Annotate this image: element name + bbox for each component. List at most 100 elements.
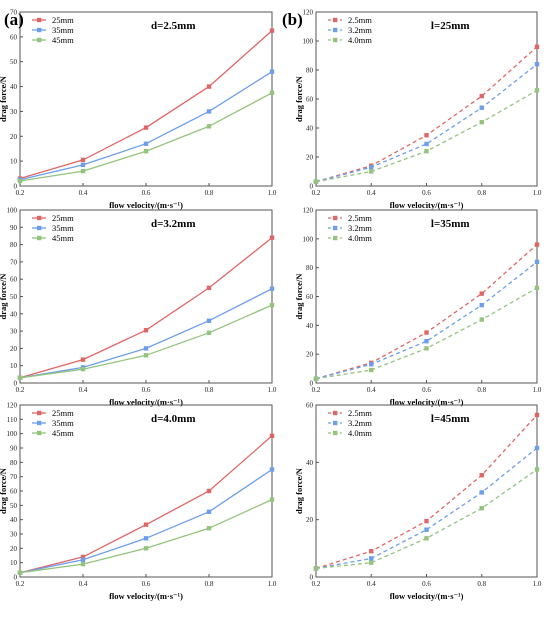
y-tick-label: 0 — [310, 380, 314, 388]
y-tick-label: 20 — [10, 133, 18, 141]
y-tick-label: 30 — [10, 108, 18, 116]
legend-marker — [333, 37, 338, 43]
y-tick-label: 50 — [10, 502, 18, 510]
x-tick-label: 1.0 — [533, 580, 542, 588]
y-tick-label: 40 — [306, 322, 314, 330]
data-point — [269, 235, 275, 240]
data-point — [206, 526, 212, 531]
data-point — [369, 560, 374, 565]
x-tick-label: 0.4 — [79, 386, 88, 394]
data-point — [206, 84, 212, 89]
data-point — [269, 69, 275, 74]
legend-marker — [37, 430, 42, 436]
panel-label-b: (b) — [282, 10, 303, 29]
data-point — [269, 467, 275, 472]
y-tick-label: 80 — [10, 459, 18, 467]
data-point — [80, 554, 86, 560]
y-tick-label: 60 — [10, 488, 18, 496]
series-line-2 — [19, 468, 273, 574]
y-tick-label: 10 — [10, 362, 18, 370]
legend-marker — [37, 235, 42, 241]
legend-label: 2.5mm — [348, 213, 372, 223]
legend-marker — [37, 215, 42, 221]
chart-title: d=2.5mm — [151, 20, 195, 32]
data-point — [206, 124, 212, 129]
x-tick-label: 0.8 — [205, 386, 214, 394]
x-tick-label: 0.6 — [422, 189, 431, 197]
chart-title: d=4.0mm — [151, 413, 195, 425]
x-tick-label: 0.6 — [142, 580, 151, 588]
series-line-1 — [315, 244, 538, 380]
y-tick-label: 40 — [306, 459, 314, 467]
data-point — [143, 346, 149, 351]
data-point — [424, 527, 429, 532]
x-tick-label: 0.2 — [16, 580, 25, 588]
x-tick-label: 1.0 — [268, 386, 277, 394]
y-tick-label: 10 — [10, 559, 18, 567]
data-point — [17, 570, 23, 575]
data-point — [206, 285, 212, 291]
y-tick-label: 80 — [306, 67, 314, 75]
data-point — [479, 105, 484, 110]
data-point — [534, 88, 540, 93]
x-axis-label: flow velocity/(m·s⁻¹) — [390, 200, 464, 210]
y-tick-label: 20 — [306, 516, 314, 524]
y-tick-label: 100 — [7, 430, 18, 438]
y-axis-label: drag force/N — [294, 467, 304, 514]
y-tick-label: 20 — [306, 351, 314, 359]
data-point — [206, 509, 212, 514]
legend-label: 3.2mm — [348, 25, 372, 35]
chart-4: 0 20 40 60 80 100 120 0.2 0.4 0.6 0.8 1.0 flow veloc… — [294, 207, 542, 408]
legend-marker — [333, 235, 338, 241]
x-tick-label: 1.0 — [533, 386, 542, 394]
y-tick-label: 110 — [7, 416, 18, 424]
data-point — [369, 169, 374, 174]
data-point — [424, 536, 429, 541]
data-point — [269, 497, 275, 502]
data-point — [269, 302, 275, 308]
x-tick-label: 0.2 — [16, 386, 25, 394]
data-point — [206, 488, 212, 494]
data-point — [479, 291, 484, 296]
y-tick-label: 70 — [10, 258, 18, 266]
legend-marker — [37, 225, 42, 231]
y-tick-label: 40 — [10, 83, 18, 91]
data-point — [269, 28, 275, 33]
chart-title: d=3.2mm — [151, 218, 195, 230]
y-tick-label: 0 — [310, 574, 314, 582]
data-point — [143, 141, 149, 146]
x-tick-label: 0.8 — [477, 189, 486, 197]
data-point — [269, 90, 275, 95]
data-point — [143, 522, 149, 527]
data-point — [143, 536, 149, 541]
x-tick-label: 0.4 — [79, 189, 88, 197]
series-line-1 — [19, 435, 273, 574]
x-axis-label: flow velocity/(m·s⁻¹) — [109, 200, 183, 210]
x-tick-label: 0.4 — [367, 386, 376, 394]
legend-label: 35mm — [52, 418, 74, 428]
x-tick-label: 0.6 — [142, 189, 151, 197]
data-point — [479, 302, 484, 308]
y-tick-label: 40 — [10, 516, 18, 524]
legend-marker — [333, 225, 338, 231]
y-tick-label: 0 — [14, 183, 18, 191]
legend-marker — [333, 410, 338, 416]
x-tick-label: 0.6 — [422, 386, 431, 394]
data-point — [80, 366, 86, 372]
series-line-1 — [315, 46, 538, 183]
x-tick-label: 0.4 — [79, 580, 88, 588]
data-point — [479, 473, 484, 478]
legend-marker — [333, 17, 338, 23]
data-point — [143, 149, 149, 154]
legend-label: 45mm — [52, 233, 74, 243]
x-axis-label: flow velocity/(m·s⁻¹) — [109, 397, 183, 407]
x-tick-label: 0.8 — [477, 580, 486, 588]
series-line-1 — [19, 30, 273, 180]
y-tick-label: 50 — [10, 58, 18, 66]
data-point — [369, 362, 374, 367]
data-point — [534, 285, 540, 291]
panel-label-a: (a) — [4, 10, 24, 29]
series-line-2 — [315, 447, 538, 570]
x-tick-label: 0.6 — [422, 580, 431, 588]
